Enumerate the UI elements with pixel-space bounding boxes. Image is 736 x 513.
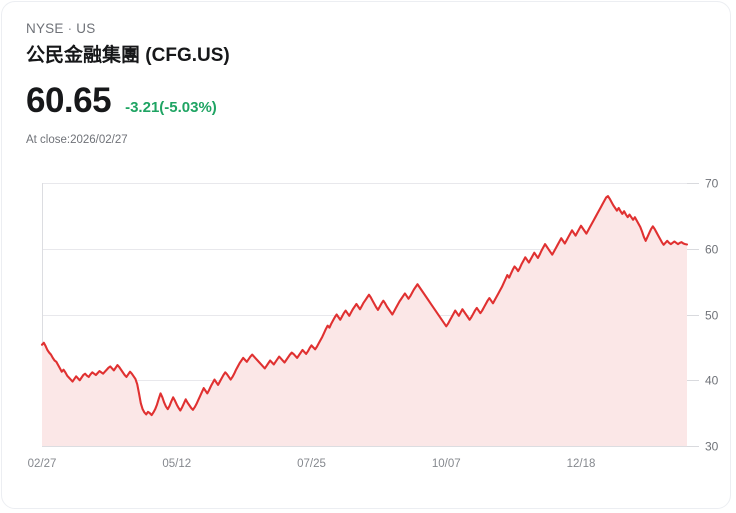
y-tick-label: 40: [705, 374, 719, 388]
exchange-name: NYSE: [26, 21, 64, 36]
exchange-row: NYSE · US: [26, 20, 686, 38]
x-tick-label: 10/07: [432, 458, 461, 470]
price-row: 60.65 -3.21(-5.03%): [26, 82, 686, 120]
x-tick-label: 12/18: [567, 458, 596, 470]
price-chart-svg[interactable]: 70 60 50 40 30 02/27 05/12 07/25 10/07 12/18: [2, 162, 731, 492]
y-tick-label: 50: [705, 309, 719, 323]
company-name: 公民金融集團: [26, 45, 141, 66]
close-time-label: At close:2026/02/27: [26, 134, 128, 146]
separator-dot: ·: [67, 21, 73, 36]
x-tick-label: 05/12: [162, 458, 191, 470]
ticker-symbol: (CFG.US): [145, 45, 230, 66]
y-axis-labels: 70 60 50 40 30: [705, 177, 719, 454]
line-path: [40, 195, 689, 417]
x-tick-label: 02/27: [28, 458, 57, 470]
chart-area-fill: [42, 196, 687, 446]
chart-line-series: [40, 195, 689, 417]
quote-header: NYSE · US 公民金融集團 (CFG.US) 60.65 -3.21(-5.0…: [26, 20, 686, 148]
price-chart[interactable]: 70 60 50 40 30 02/27 05/12 07/25 10/07 12/18: [2, 162, 731, 492]
area-fill-path: [42, 196, 687, 446]
last-price: 60.65: [26, 81, 112, 120]
x-axis-labels: 02/27 05/12 07/25 10/07 12/18: [28, 458, 596, 470]
y-tick-label: 30: [705, 440, 719, 454]
x-tick-label: 07/25: [297, 458, 326, 470]
price-change: -3.21(-5.03%): [125, 99, 217, 116]
y-tick-label: 70: [705, 177, 719, 191]
page-title: 公民金融集團 (CFG.US): [26, 43, 686, 69]
y-tick-label: 60: [705, 243, 719, 257]
region-label: US: [76, 21, 96, 36]
